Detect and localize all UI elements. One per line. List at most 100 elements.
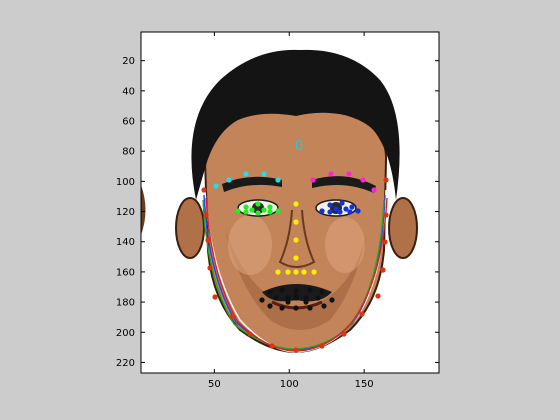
landmark-jawline [383,177,389,183]
landmark-mouth [307,287,313,293]
landmark-jawline [205,237,211,243]
landmark-jawline [383,212,389,218]
landmark-nose [285,269,291,275]
fit-curve [202,199,385,350]
y-tick-label: 180 [116,298,135,309]
landmark-mouth [303,295,309,301]
landmark-right-eyebrow [213,183,219,189]
landmark-left-eye [349,204,355,210]
landmark-right-eye [235,208,241,214]
landmark-left-eye [327,209,333,215]
landmark-mouth [315,295,321,301]
landmark-jawline [207,265,213,271]
axes-frame [140,31,440,374]
landmark-nose [311,269,317,275]
landmark-jawline [247,331,253,337]
x-axis: 50 100 150 [208,32,374,390]
left-ear [175,197,205,259]
landmark-left-eyebrow [346,171,352,177]
landmark-mouth [285,295,291,301]
landmark-jawline [359,311,365,317]
x-tick-label: 50 [208,379,221,390]
y-tick-label: 60 [122,117,135,128]
landmark-right-eyebrow [243,171,249,177]
y-tick-label: 220 [116,358,135,369]
landmark-nose [275,269,281,275]
landmark-left-eyebrow [360,177,366,183]
landmark-left-eye [339,200,345,206]
landmark-mouth [293,288,299,294]
face-image [141,49,418,354]
y-tick-label: 140 [116,237,135,248]
landmark-jawline [319,343,325,349]
landmark-jawline [382,239,388,245]
landmark-jawline [229,313,235,319]
y-axis: 20 40 60 80 100 120 140 160 180 200 220 [116,56,439,369]
landmark-mouth [267,289,273,295]
y-tick-label: 120 [116,207,135,218]
landmark-left-eyebrow [310,177,316,183]
landmark-jawline [203,212,209,218]
landmark-mouth [285,299,291,305]
y-tick-label: 100 [116,177,135,188]
landmark-right-eye [249,207,255,213]
landmark-jawline [212,294,218,300]
landmark-mouth [279,287,285,293]
landmark-right-eyebrow [226,177,232,183]
landmark-right-eye [275,208,281,214]
landmark-right-eye [261,207,267,213]
y-tick-label: 160 [116,267,135,278]
landmark-mouth [267,303,273,309]
landmark-mouth [329,297,335,303]
landmark-left-eye [347,209,353,215]
landmark-left-eye [343,206,349,212]
landmark-nose [293,219,299,225]
x-tick-label: 100 [280,379,299,390]
landmark-label: 0 [295,139,303,154]
landmark-right-eye [255,201,261,207]
y-tick-label: 40 [122,86,135,97]
landmark-nose [293,237,299,243]
landmark-right-eye [267,209,273,215]
landmark-left-eye [337,209,343,215]
landmark-left-eye [355,208,361,214]
landmark-jawline [201,187,207,193]
landmark-jawline [380,267,386,273]
landmark-jawline [269,343,275,349]
landmark-nose [293,255,299,261]
landmark-mouth [307,305,313,311]
landmark-mouth [259,297,265,303]
landmark-nose [301,269,307,275]
landmark-right-eyebrow [275,177,281,183]
y-tick-label: 80 [122,147,135,158]
landmark-mouth [319,289,325,295]
landmark-right-eye [267,204,273,210]
landmark-right-eye [243,204,249,210]
landmark-jawline [375,293,381,299]
landmark-mouth [273,295,279,301]
hair [191,49,400,200]
y-tick-label: 20 [122,56,135,67]
landmark-points [201,171,389,353]
landmark-jawline [293,347,299,353]
landmark-left-eye [327,202,333,208]
landmark-right-eyebrow [261,171,267,177]
landmark-mouth [303,299,309,305]
landmark-mouth [293,293,299,299]
landmark-jawline [341,331,347,337]
landmark-nose [293,201,299,207]
right-ear [388,197,418,259]
landmark-left-eye [333,206,339,212]
y-tick-label: 200 [116,328,135,339]
landmark-left-eyebrow [328,171,334,177]
x-tick-label: 150 [355,379,374,390]
landmark-right-eye [243,209,249,215]
landmark-left-eyebrow [371,187,377,193]
landmark-mouth [293,305,299,311]
landmark-mouth [279,305,285,311]
landmark-left-eye [319,208,325,214]
landmark-mouth [321,303,327,309]
landmark-right-eye [255,210,261,216]
landmark-nose [293,269,299,275]
